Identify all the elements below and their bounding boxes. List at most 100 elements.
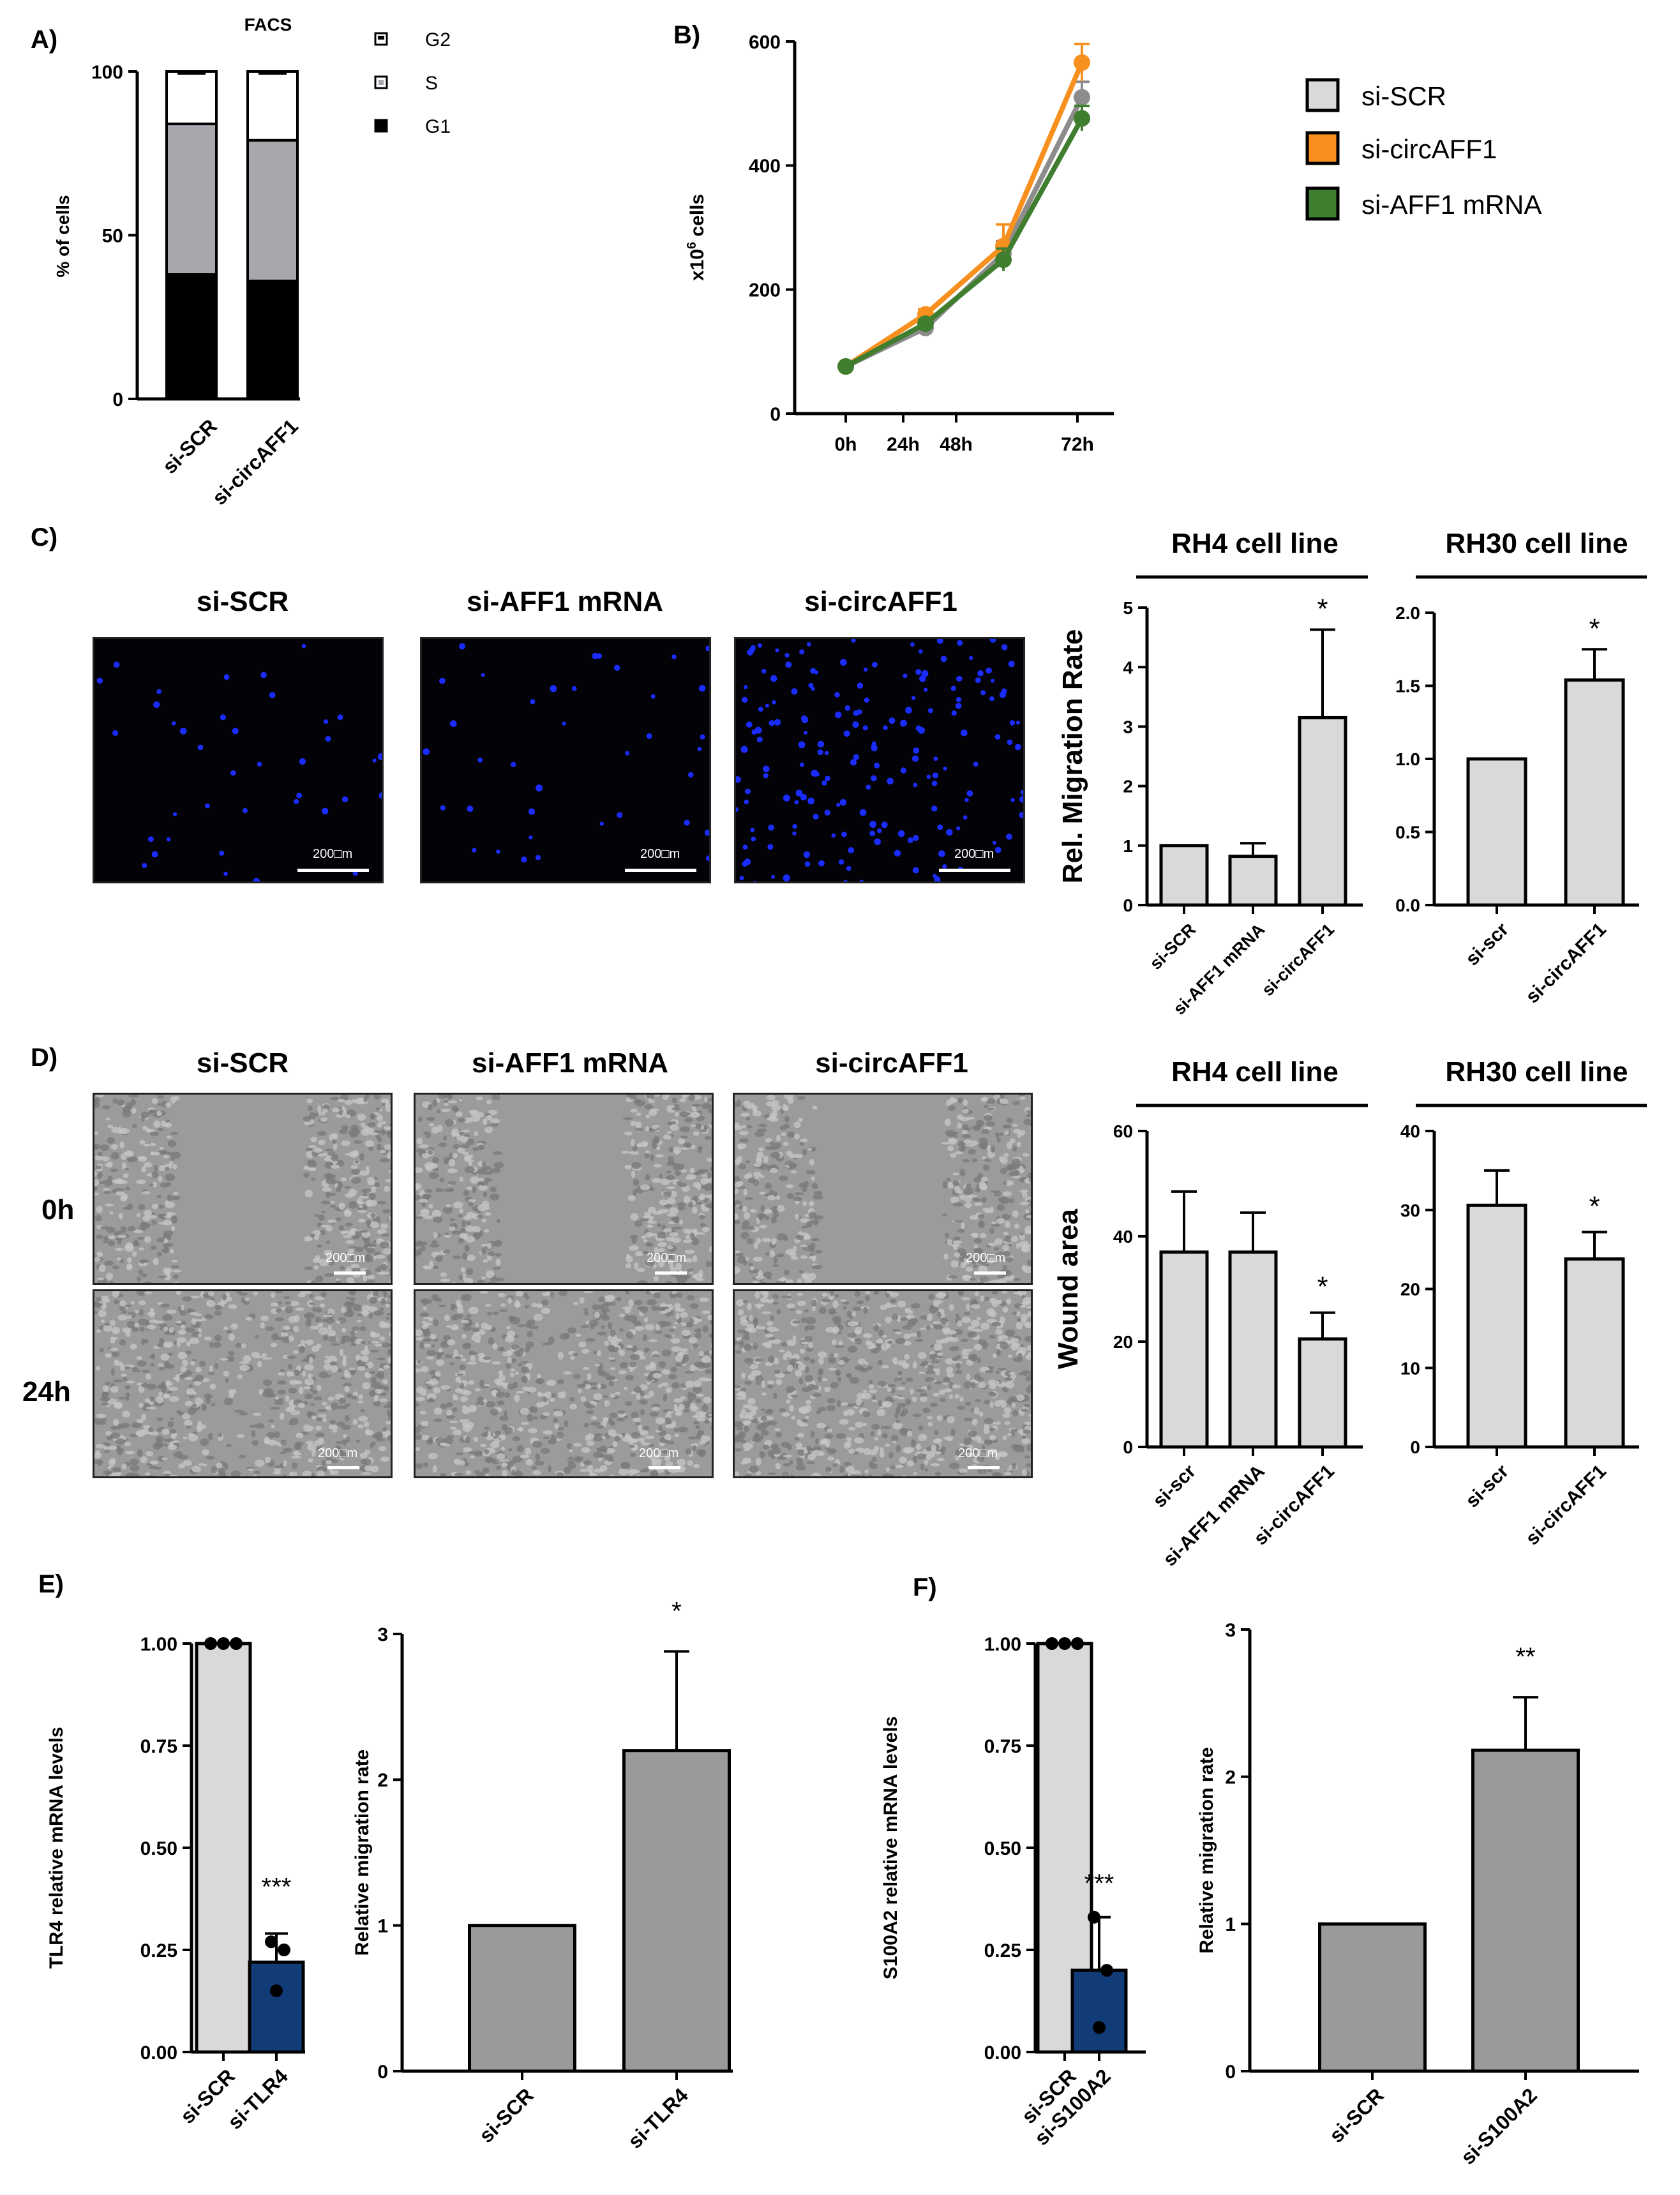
cell-shape: [452, 1305, 458, 1308]
cell-shape: [639, 1399, 648, 1405]
cell-shape: [668, 1232, 679, 1237]
cell-shape: [987, 1144, 991, 1153]
cell-shape: [302, 1471, 312, 1476]
cell-shape: [169, 1441, 174, 1448]
cell-shape: [816, 1423, 827, 1428]
cell-shape: [472, 1406, 477, 1411]
cell-shape: [744, 1421, 749, 1427]
nucleus-dot: [784, 652, 790, 658]
cell-shape: [309, 1356, 313, 1364]
cell-shape: [802, 1386, 812, 1393]
cell-shape: [416, 1368, 421, 1373]
cell-shape: [270, 1406, 280, 1410]
cell-shape: [310, 1403, 315, 1406]
cell-shape: [214, 1305, 223, 1310]
cell-shape: [988, 1257, 994, 1264]
cell-shape: [149, 1319, 158, 1323]
d-header-si-circaff1: si-circAFF1: [815, 1047, 968, 1079]
cell-shape: [797, 1432, 804, 1438]
cell-shape: [382, 1248, 391, 1255]
cell-shape: [317, 1105, 322, 1112]
cell-shape: [553, 1411, 564, 1417]
chart-f1-y-label: S100A2 relative mRNA levels: [880, 1716, 901, 1979]
cell-shape: [1030, 1427, 1031, 1430]
cell-shape: [979, 1137, 988, 1144]
cell-shape: [363, 1274, 368, 1282]
cell-shape: [982, 1197, 987, 1203]
nucleus-dot: [926, 774, 931, 779]
cell-shape: [482, 1467, 490, 1474]
cell-shape: [657, 1231, 666, 1240]
cell-shape: [846, 1465, 855, 1473]
cell-shape: [461, 1151, 469, 1155]
cell-shape: [795, 1370, 802, 1377]
cell-shape: [821, 1298, 831, 1303]
cell-shape: [808, 1448, 816, 1451]
cell-shape: [382, 1430, 391, 1437]
cell-shape: [338, 1202, 346, 1210]
nucleus-dot: [341, 796, 349, 802]
cell-shape: [511, 1344, 520, 1350]
cell-shape: [787, 1097, 794, 1104]
cell-shape: [220, 1358, 229, 1361]
cell-shape: [112, 1265, 119, 1270]
chart-d-rh4-title: RH4 cell line: [1171, 1056, 1339, 1088]
cell-shape: [1003, 1232, 1009, 1236]
cell-shape: [966, 1360, 973, 1366]
cell-shape: [163, 1361, 170, 1368]
cell-shape: [744, 1448, 749, 1451]
cell-shape: [744, 1381, 752, 1385]
cell-shape: [658, 1384, 663, 1388]
cell-shape: [896, 1444, 901, 1453]
nucleus-dot: [911, 755, 919, 762]
cell-shape: [429, 1163, 438, 1169]
cell-shape: [320, 1447, 326, 1451]
cell-shape: [887, 1384, 896, 1388]
cell-shape: [625, 1291, 629, 1295]
scale-bar: [297, 869, 369, 872]
cell-shape: [186, 1308, 196, 1312]
cell-shape: [377, 1144, 382, 1151]
cell-shape: [821, 1377, 828, 1381]
cell-shape: [238, 1455, 246, 1458]
cell-shape: [347, 1310, 354, 1317]
cell-shape: [466, 1314, 472, 1317]
cell-shape: [661, 1382, 669, 1387]
cell-shape: [911, 1397, 917, 1402]
nucleus-dot: [874, 762, 880, 768]
cell-shape: [969, 1258, 977, 1262]
cell-shape: [439, 1473, 445, 1476]
cell-shape: [786, 1399, 791, 1404]
cell-shape: [821, 1292, 828, 1297]
cell-shape: [118, 1397, 125, 1400]
cell-shape: [894, 1412, 899, 1419]
chart-e2-x-label: si-TLR4: [624, 2083, 693, 2153]
cell-shape: [1028, 1413, 1031, 1418]
cell-shape: [465, 1155, 472, 1160]
micrograph-c-si-aff1: 200□m: [420, 637, 711, 883]
cell-shape: [253, 1412, 262, 1416]
cell-shape: [317, 1409, 327, 1412]
cell-shape: [428, 1318, 433, 1322]
nucleus-dot: [841, 831, 847, 837]
cell-shape: [440, 1404, 447, 1409]
cell-shape: [416, 1167, 423, 1173]
cell-shape: [876, 1409, 885, 1417]
cell-shape: [131, 1327, 139, 1332]
cell-shape: [803, 1181, 809, 1188]
cell-shape: [288, 1388, 297, 1394]
cell-shape: [297, 1402, 305, 1409]
cell-shape: [765, 1343, 772, 1349]
cell-shape: [895, 1464, 904, 1469]
cell-shape: [229, 1392, 235, 1398]
cell-shape: [297, 1344, 306, 1347]
cell-shape: [452, 1407, 458, 1412]
cell-shape: [995, 1370, 1000, 1375]
cell-shape: [324, 1359, 331, 1364]
cell-shape: [311, 1345, 320, 1352]
nucleus-dot: [232, 728, 239, 735]
cell-shape: [673, 1428, 680, 1432]
nucleus-dot: [1001, 644, 1008, 650]
cell-shape: [358, 1218, 366, 1223]
cell-shape: [900, 1317, 909, 1321]
